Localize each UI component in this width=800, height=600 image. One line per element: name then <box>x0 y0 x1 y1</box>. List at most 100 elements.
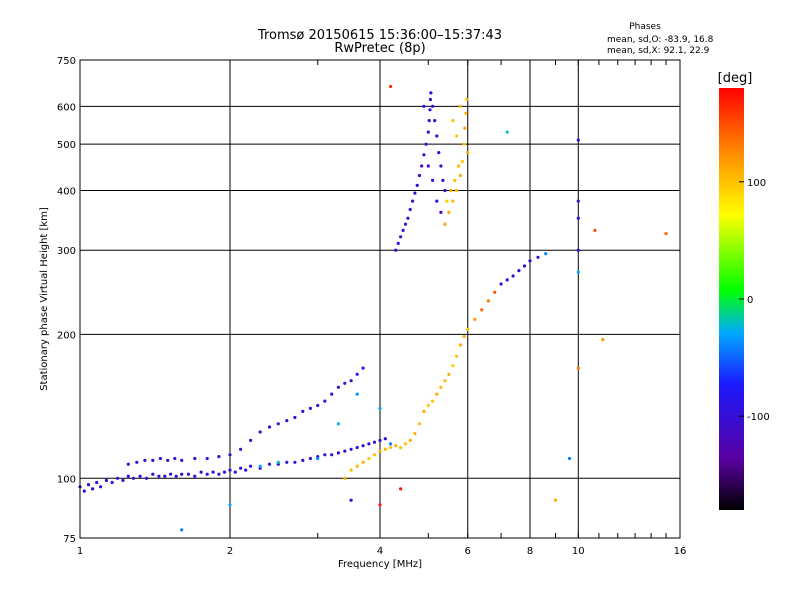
data-point <box>383 447 387 451</box>
data-point <box>406 216 410 220</box>
data-point <box>408 207 412 212</box>
data-point <box>473 317 477 321</box>
data-point <box>443 188 447 193</box>
data-point <box>131 476 135 480</box>
y-tick-label: 100 <box>57 474 76 485</box>
data-point <box>180 528 184 532</box>
data-point <box>135 460 139 464</box>
data-point <box>367 442 371 446</box>
data-point <box>330 453 334 457</box>
data-point <box>244 468 248 472</box>
data-point <box>239 466 243 470</box>
data-point <box>417 422 422 426</box>
data-point <box>383 437 387 441</box>
x-tick-label: 2 <box>227 546 233 557</box>
data-point <box>576 216 580 220</box>
data-point <box>169 472 173 476</box>
data-point <box>217 472 221 476</box>
data-point <box>372 440 377 444</box>
data-point <box>157 474 161 478</box>
data-point <box>126 474 130 478</box>
data-point <box>437 151 441 155</box>
data-point <box>285 419 289 423</box>
x-tick-label: 16 <box>674 546 687 557</box>
chart-subtitle: RwPretec (8p) <box>334 41 425 56</box>
data-point <box>143 458 147 462</box>
data-point <box>104 478 108 482</box>
data-point <box>199 470 203 474</box>
data-point <box>228 453 232 457</box>
data-point <box>567 456 572 461</box>
data-point <box>422 153 426 157</box>
data-point <box>466 327 470 331</box>
data-point <box>276 422 280 426</box>
data-point <box>426 164 430 168</box>
data-point <box>413 432 417 436</box>
data-point <box>486 299 490 303</box>
data-point <box>511 274 515 278</box>
axis-ticks: 1 2 4 6 8 10 16 75 100 200 300 400 500 600 750 <box>57 56 686 557</box>
y-tick-label: 500 <box>57 140 76 151</box>
data-point <box>276 460 280 464</box>
data-point <box>343 449 347 453</box>
data-point <box>480 308 484 312</box>
data-point <box>301 458 305 462</box>
data-point <box>249 464 253 468</box>
data-point <box>372 453 377 457</box>
data-point <box>343 381 347 385</box>
data-point <box>576 248 580 252</box>
data-point <box>465 97 469 102</box>
data-point <box>576 138 580 142</box>
data-point <box>517 269 521 273</box>
data-point <box>576 270 580 274</box>
data-point <box>126 462 130 466</box>
data-point <box>451 199 455 203</box>
data-point <box>349 468 353 472</box>
data-point <box>330 392 334 396</box>
data-point <box>336 422 340 426</box>
data-point <box>576 366 580 370</box>
data-point <box>544 252 548 256</box>
data-point <box>316 456 320 461</box>
data-point <box>228 468 232 472</box>
data-point <box>394 248 398 252</box>
data-point <box>323 453 327 457</box>
data-point <box>389 84 393 89</box>
data-point <box>138 474 142 478</box>
data-point <box>403 442 408 446</box>
data-point <box>411 199 415 203</box>
data-point <box>522 264 527 268</box>
data-point <box>466 151 470 155</box>
y-tick-label: 600 <box>57 102 76 113</box>
data-point <box>217 455 221 459</box>
data-point <box>453 178 457 182</box>
data-point <box>144 476 149 480</box>
data-point <box>413 191 417 195</box>
data-point <box>267 462 272 466</box>
data-point <box>258 430 262 434</box>
data-point <box>458 343 462 347</box>
legend-title: Phases <box>629 22 661 32</box>
data-point <box>447 210 451 214</box>
data-point <box>422 104 426 108</box>
data-point <box>462 334 466 339</box>
data-point <box>180 458 184 462</box>
data-point <box>323 399 327 403</box>
data-point <box>463 126 467 130</box>
data-point <box>95 480 99 485</box>
data-point <box>349 498 353 502</box>
data-point <box>233 470 237 474</box>
data-point <box>553 498 558 502</box>
data-point <box>435 199 439 203</box>
data-point <box>349 379 353 383</box>
data-point <box>293 460 297 464</box>
data-point <box>378 438 382 442</box>
data-point <box>439 164 443 168</box>
data-point <box>536 255 540 259</box>
data-point <box>601 338 605 342</box>
data-point <box>433 119 437 123</box>
x-tick-label: 8 <box>527 546 533 557</box>
x-axis-label: Frequency [MHz] <box>338 559 422 570</box>
data-point <box>447 372 451 376</box>
data-point <box>355 372 359 376</box>
